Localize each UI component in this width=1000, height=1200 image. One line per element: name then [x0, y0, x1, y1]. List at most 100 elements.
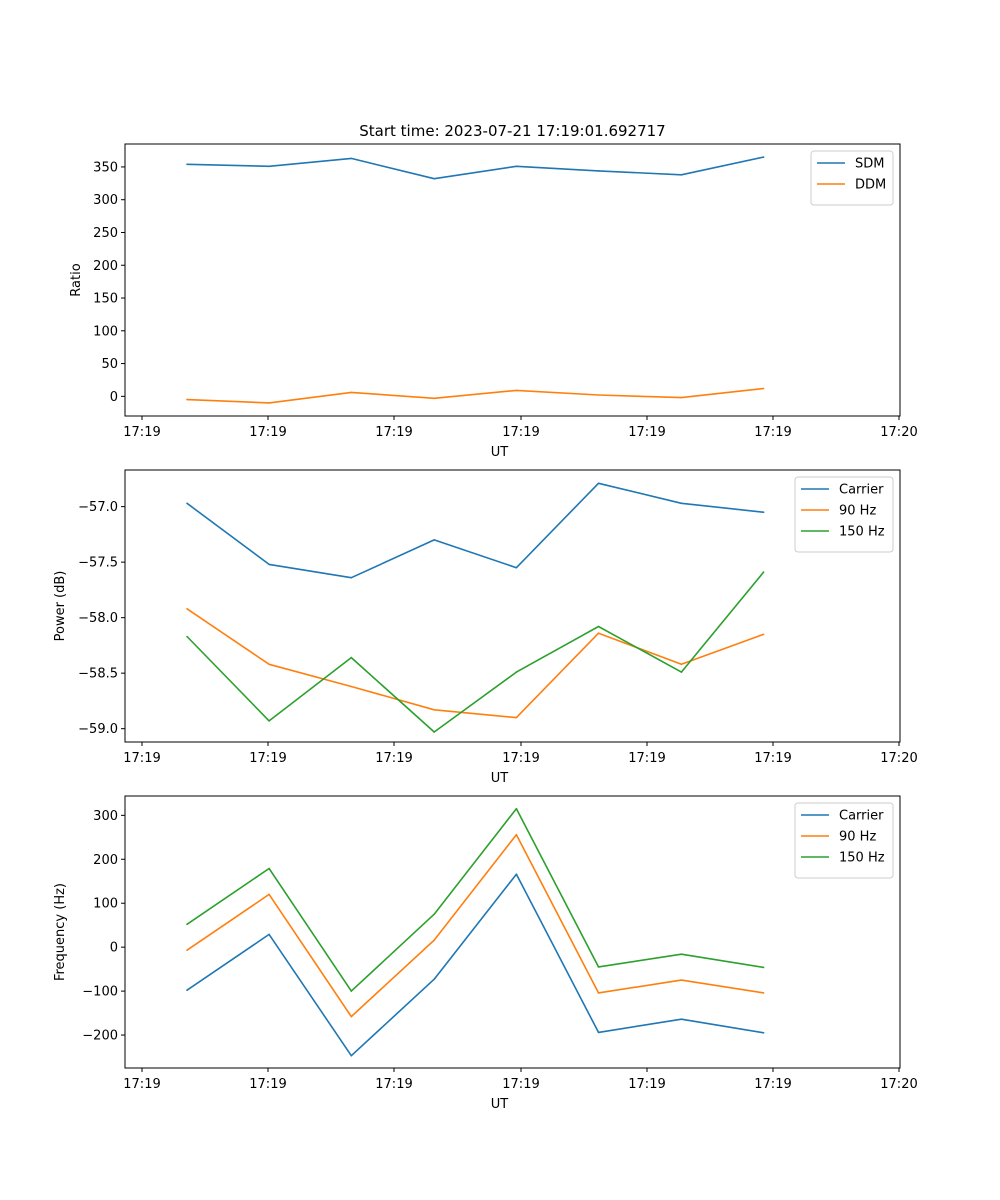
y-tick-label: −58.5	[78, 667, 118, 682]
legend-entry: 90 Hz	[839, 830, 876, 845]
data-point	[268, 165, 270, 168]
data-point	[268, 867, 270, 870]
plot-frame	[124, 795, 901, 1069]
data-point	[268, 893, 270, 896]
data-point	[515, 165, 518, 168]
x-tick-label: 17:19	[123, 425, 160, 440]
legend-entry: Carrier	[839, 809, 884, 824]
data-point	[433, 913, 436, 915]
data-point	[762, 156, 765, 158]
y-tick-label: −58.0	[78, 611, 118, 626]
data-point	[268, 563, 270, 566]
series-line-carrier	[186, 482, 764, 579]
data-point	[433, 539, 436, 541]
data-point	[762, 387, 765, 390]
data-point	[515, 389, 518, 392]
x-tick-label: 17:19	[628, 751, 665, 766]
data-point	[186, 502, 188, 505]
x-tick-label: 17:19	[375, 751, 412, 766]
data-point	[597, 966, 600, 968]
legend-box	[810, 150, 894, 206]
data-point	[186, 923, 188, 926]
y-tick-label: −57.5	[78, 556, 118, 571]
chart-panel-3: 17:19 17:19 17:19 17:19 17:19 17:19 17:20 −200 −…	[53, 795, 918, 1112]
legend: SDM DDM	[810, 150, 894, 206]
x-tick-label: 17:19	[375, 1077, 412, 1092]
data-point	[268, 402, 270, 404]
plot-frame	[124, 469, 901, 743]
series-line-90-hz	[186, 608, 764, 719]
series-line-ddm	[186, 387, 764, 404]
data-point	[433, 177, 436, 180]
data-point	[186, 608, 188, 610]
x-tick-label: 17:20	[880, 425, 917, 440]
data-point	[597, 632, 600, 634]
data-point	[762, 511, 765, 513]
y-tick-label: 300	[93, 809, 118, 824]
data-point	[515, 833, 518, 836]
y-tick-label: 0	[110, 941, 118, 956]
data-point	[680, 979, 683, 981]
x-tick-label: 17:19	[123, 1077, 160, 1092]
data-point	[680, 1018, 683, 1020]
data-point	[186, 989, 188, 991]
x-tick-label: 17:20	[880, 751, 917, 766]
data-point	[433, 978, 436, 980]
data-point	[186, 163, 188, 166]
data-point	[350, 1015, 353, 1018]
chart-title: Start time: 2023-07-21 17:19:01.692717	[359, 122, 665, 140]
x-tick-label: 17:19	[502, 425, 539, 440]
data-point	[597, 394, 600, 396]
data-point	[680, 953, 683, 955]
x-tick-label: 17:19	[754, 751, 791, 766]
data-point	[515, 566, 518, 569]
series-line-90-hz	[186, 833, 764, 1018]
x-tick-label: 17:19	[123, 751, 160, 766]
x-axis-label: UT	[491, 1097, 509, 1112]
data-point	[515, 873, 518, 875]
y-tick-label: −200	[82, 1029, 118, 1044]
legend-entry: 90 Hz	[839, 504, 876, 519]
x-axis-label: UT	[491, 771, 509, 786]
data-point	[597, 482, 600, 485]
y-tick-label: −59.0	[78, 722, 118, 737]
data-point	[680, 502, 683, 505]
y-tick-label: 50	[101, 357, 118, 372]
legend: Carrier 90 Hz 150 Hz	[794, 802, 894, 879]
y-tick-label: −57.0	[78, 500, 118, 515]
data-point	[597, 992, 600, 994]
data-point	[433, 397, 436, 400]
x-tick-label: 17:19	[375, 425, 412, 440]
data-point	[350, 656, 353, 659]
data-point	[350, 1054, 353, 1057]
data-point	[680, 396, 683, 399]
legend-box	[794, 802, 894, 879]
data-point	[597, 1031, 600, 1034]
y-tick-label: 350	[93, 160, 118, 175]
data-point	[515, 807, 518, 810]
x-tick-label: 17:19	[249, 751, 286, 766]
legend-entry: SDM	[855, 157, 884, 172]
data-point	[680, 174, 683, 176]
data-point	[597, 625, 600, 628]
chart-panel-2: 17:19 17:19 17:19 17:19 17:19 17:19 17:20 −57.0…	[53, 469, 918, 786]
data-point	[762, 633, 765, 636]
legend-entry: DDM	[855, 178, 886, 193]
data-point	[350, 576, 353, 579]
x-tick-label: 17:19	[754, 425, 791, 440]
data-point	[268, 933, 270, 936]
x-tick-label: 17:19	[249, 425, 286, 440]
series-line-150-hz	[186, 571, 765, 733]
data-point	[350, 157, 353, 160]
data-point	[268, 720, 270, 722]
x-tick-label: 17:19	[502, 751, 539, 766]
data-point	[350, 391, 353, 394]
y-tick-label: 100	[93, 897, 118, 912]
legend-entry: Carrier	[839, 483, 884, 498]
data-point	[762, 966, 765, 969]
y-tick-label: 150	[93, 292, 118, 307]
data-point	[515, 716, 518, 719]
data-point	[762, 992, 765, 994]
data-point	[433, 939, 436, 941]
data-point	[350, 685, 353, 688]
